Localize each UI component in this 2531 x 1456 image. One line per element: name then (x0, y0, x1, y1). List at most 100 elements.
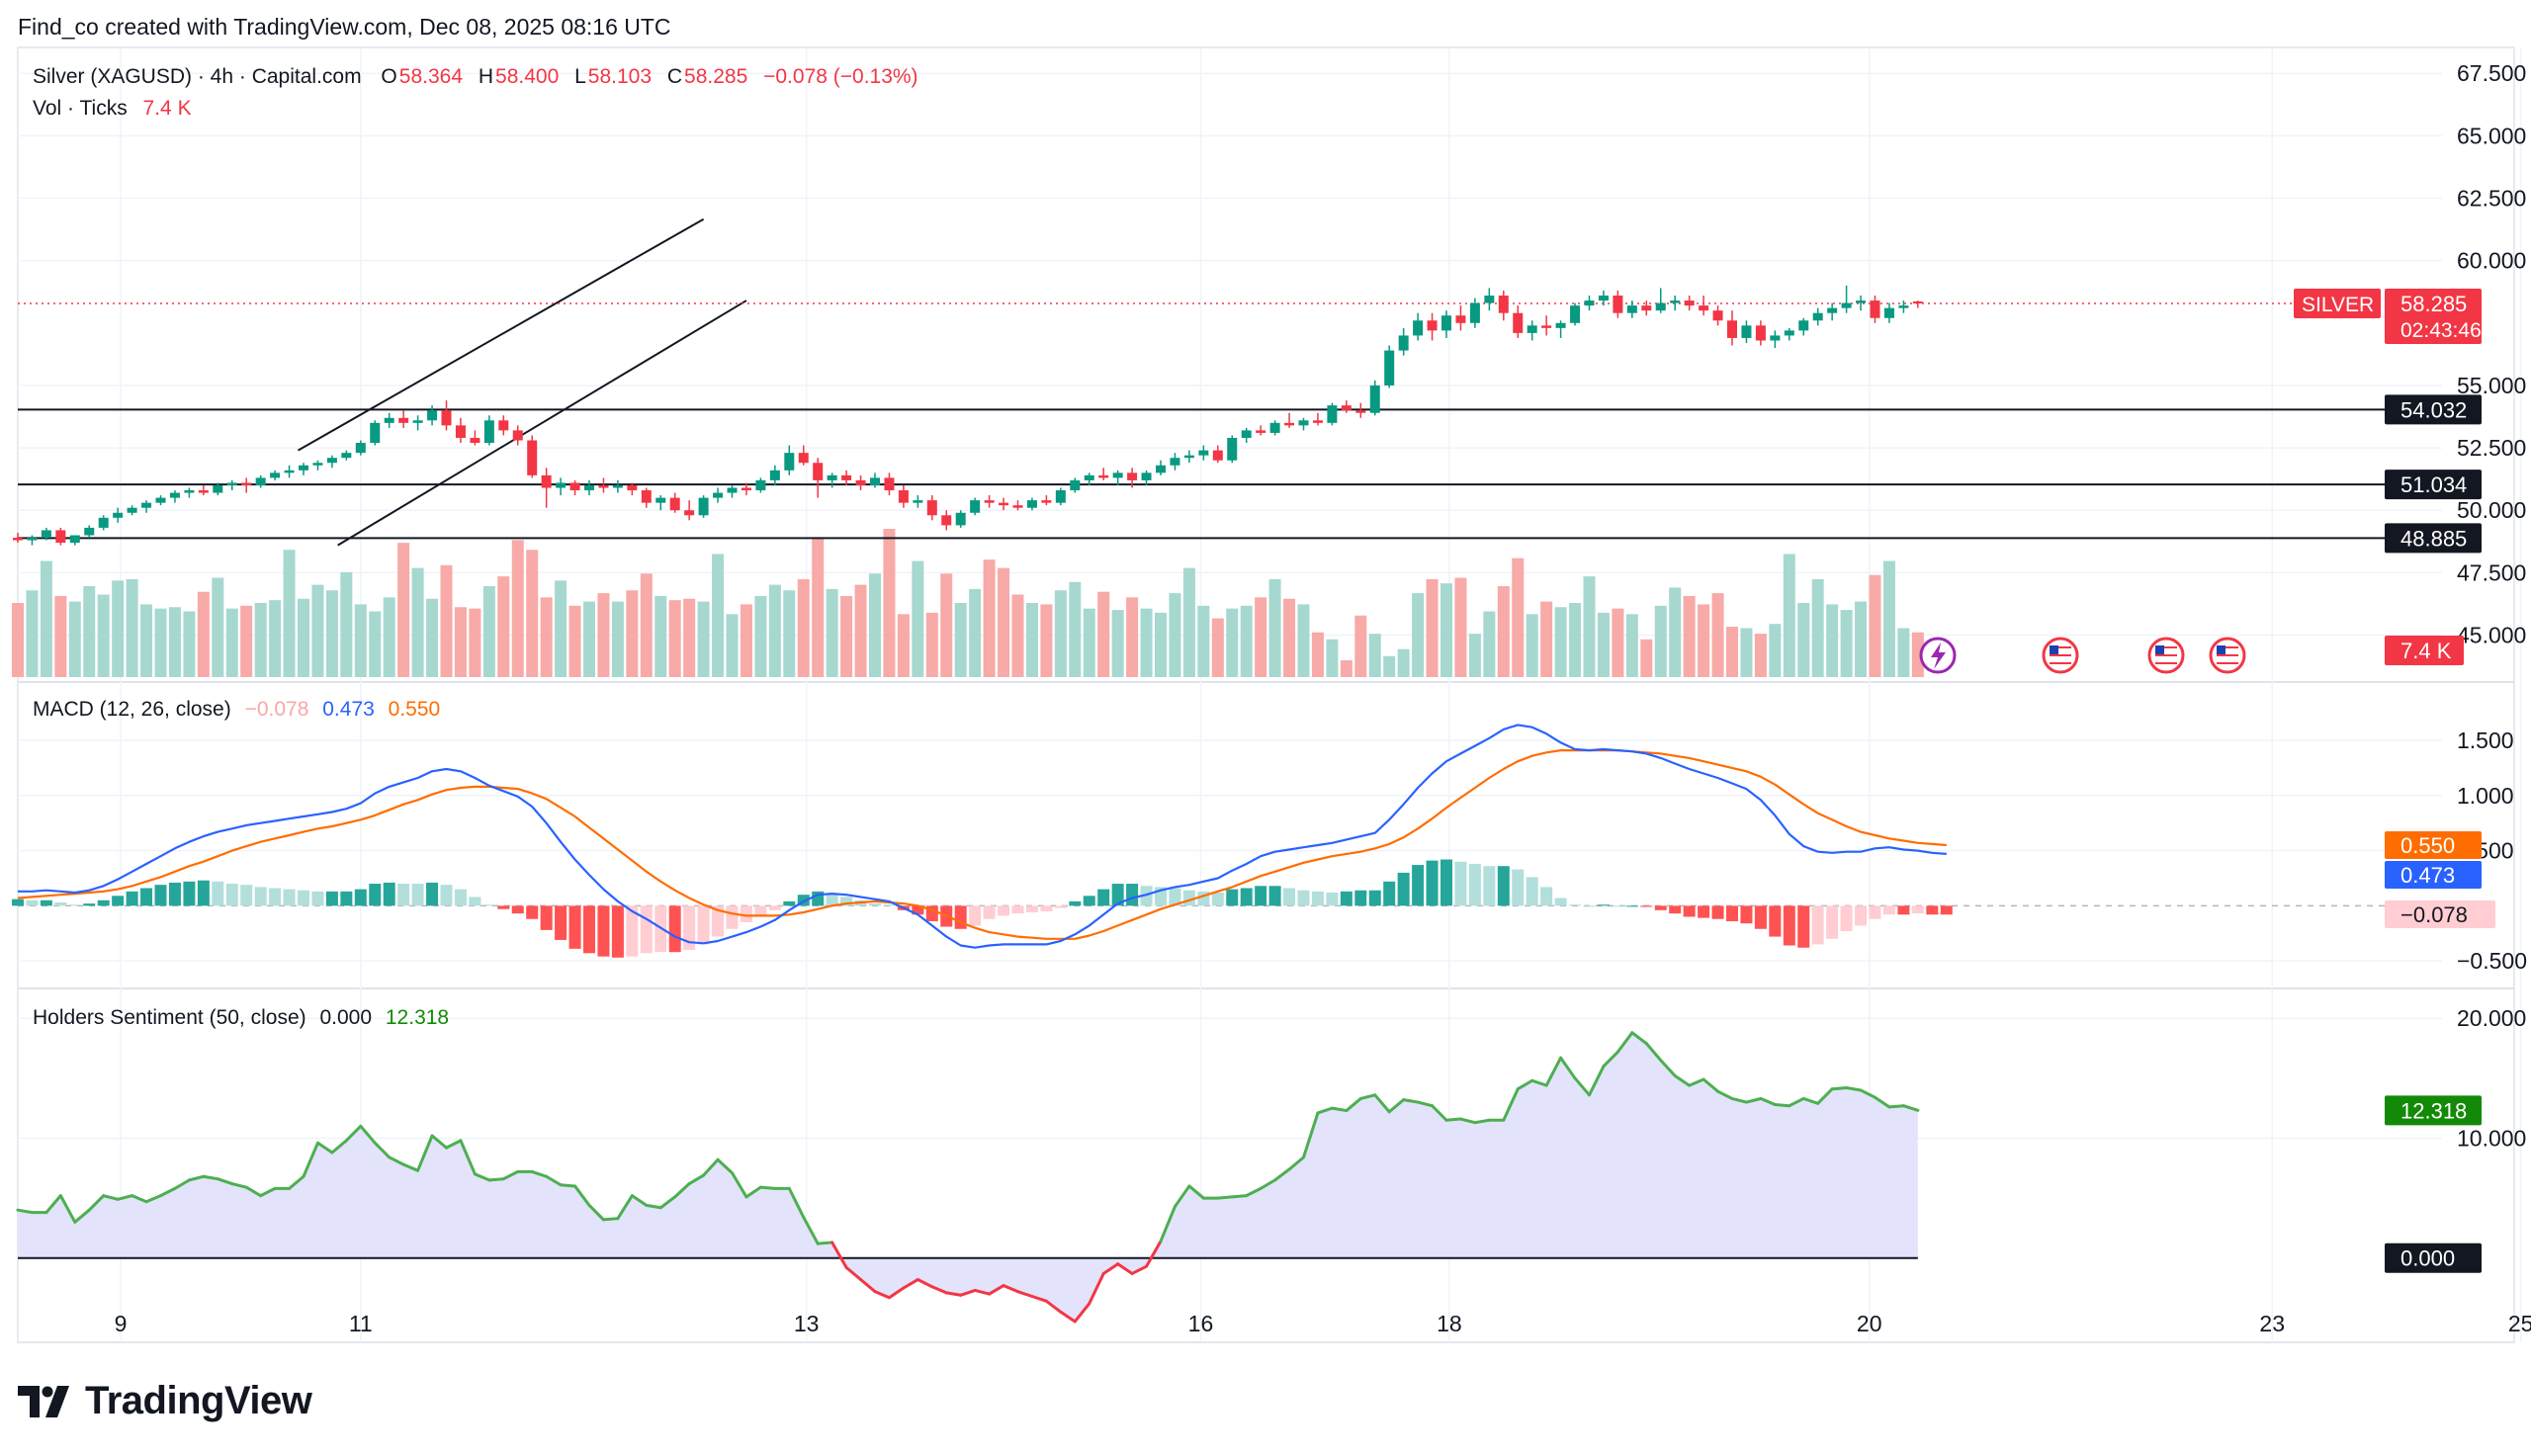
candle-body (1584, 300, 1595, 306)
macd-histogram-bar (1169, 888, 1181, 906)
sentiment-line-segment (1473, 1118, 1491, 1125)
volume-bar (668, 600, 681, 677)
chart-attribution: Find_co created with TradingView.com, De… (18, 14, 671, 40)
sentiment-line-segment (830, 1241, 848, 1269)
candle-body (1170, 458, 1180, 466)
volume-bar (54, 595, 67, 677)
candle-body (1570, 305, 1581, 323)
candle-body (1156, 465, 1166, 473)
macd-histogram-bar (1255, 886, 1267, 906)
macd-histogram-bar (426, 882, 439, 906)
volume-bar (883, 529, 896, 677)
sentiment-line-segment (1216, 1195, 1234, 1200)
x-tick-label: 9 (115, 1311, 128, 1336)
sentiment-line-segment (1416, 1100, 1435, 1108)
sentiment-line-segment (859, 1278, 877, 1294)
macd-histogram-bar (283, 889, 296, 906)
us-flag-event-icon-stripes (2050, 645, 2071, 664)
candle-body (398, 417, 409, 423)
volume-bar (1654, 605, 1667, 677)
candle-body (1484, 296, 1495, 303)
macd-histogram-bar (883, 904, 896, 906)
volume-bar (340, 571, 353, 677)
volume-bar (1040, 604, 1053, 677)
countdown-label: 02:43:46 (2400, 319, 2482, 342)
symbol-label[interactable]: Silver (XAGUSD) · 4h · Capital.com (33, 65, 362, 88)
macd-histogram-bar (1597, 904, 1610, 906)
macd-histogram-bar (969, 905, 982, 926)
macd-value-tag: 0.473 (2400, 863, 2455, 888)
tradingview-logo[interactable]: TradingView (18, 1379, 312, 1423)
candle-body (784, 453, 795, 471)
sentiment-line-segment (1073, 1302, 1091, 1324)
candle-body (113, 512, 124, 518)
volume-bar (1554, 607, 1567, 677)
macd-histogram-bar (1412, 865, 1425, 906)
candle-body (1212, 450, 1223, 461)
volume-bar (826, 588, 838, 677)
sentiment-value-tag-bg (2385, 1095, 2482, 1126)
macd-histogram-bar (754, 905, 767, 917)
candle-body (612, 484, 623, 488)
macd-histogram-bar (726, 905, 739, 929)
close-label: C (666, 65, 683, 88)
macd-histogram-bar (1512, 869, 1525, 906)
volume-bar (1368, 634, 1381, 677)
macd-label[interactable]: MACD (12, 26, close) (33, 698, 231, 721)
volume-bar (26, 590, 39, 677)
candle-body (1770, 335, 1781, 341)
volume-bar (1583, 576, 1596, 677)
volume-bar (1826, 604, 1839, 677)
candle-body (1741, 325, 1752, 338)
macd-histogram-bar (1097, 889, 1110, 906)
candle-body (312, 463, 323, 466)
candle-body (1784, 330, 1794, 336)
macd-histogram-bar (783, 900, 796, 906)
volume-bar (640, 573, 653, 677)
macd-histogram-bar (697, 905, 710, 945)
volume-bar (983, 559, 996, 677)
volume-bar (1612, 608, 1624, 677)
macd-histogram-bar (311, 891, 324, 906)
candle-body (427, 410, 438, 421)
volume-bar (754, 595, 767, 677)
candle-body (641, 490, 652, 503)
candle-body (1598, 296, 1609, 301)
flag-stripe (2050, 662, 2071, 664)
x-tick-label: 23 (2259, 1311, 2285, 1336)
volume-bar (1698, 604, 1710, 677)
candle-body (270, 472, 281, 478)
volume-label[interactable]: Vol · Ticks (33, 97, 128, 120)
flag-canton (2050, 645, 2058, 654)
sentiment-label[interactable]: Holders Sentiment (50, close) (33, 1006, 306, 1029)
macd-histogram-bar (1240, 888, 1253, 906)
candle-body (1670, 300, 1681, 303)
volume-bar (1754, 634, 1767, 677)
macd-histogram-bar (1797, 905, 1810, 948)
macd-histogram-bar (1268, 886, 1281, 906)
volume-bar (1540, 601, 1553, 677)
volume-bar (869, 573, 881, 677)
sentiment-line-segment (416, 1134, 434, 1172)
sentiment-line-segment (1830, 1086, 1849, 1091)
flag-stripe (2217, 654, 2238, 656)
x-tick-label: 25 (2508, 1311, 2531, 1336)
sentiment-tick-label: 20.000 (2457, 1005, 2526, 1031)
sentiment-line-segment (344, 1124, 363, 1143)
sentiment-line-segment (1302, 1111, 1320, 1159)
candle-body (1026, 500, 1037, 508)
candle-body (299, 465, 308, 471)
macd-histogram-bar (1869, 905, 1881, 919)
sentiment-line-segment (430, 1134, 448, 1150)
candle-body (326, 458, 337, 464)
macd-histogram-bar (1368, 890, 1381, 906)
macd-histogram-bar (1683, 905, 1696, 917)
sentiment-line-segment (1030, 1294, 1048, 1303)
candle-body (1112, 472, 1123, 478)
macd-histogram-bar (597, 905, 610, 957)
x-tick-label: 11 (349, 1311, 373, 1336)
price-tick-label: 52.500 (2457, 435, 2526, 461)
volume-bar (298, 598, 309, 677)
sentiment-line-segment (1330, 1106, 1349, 1113)
